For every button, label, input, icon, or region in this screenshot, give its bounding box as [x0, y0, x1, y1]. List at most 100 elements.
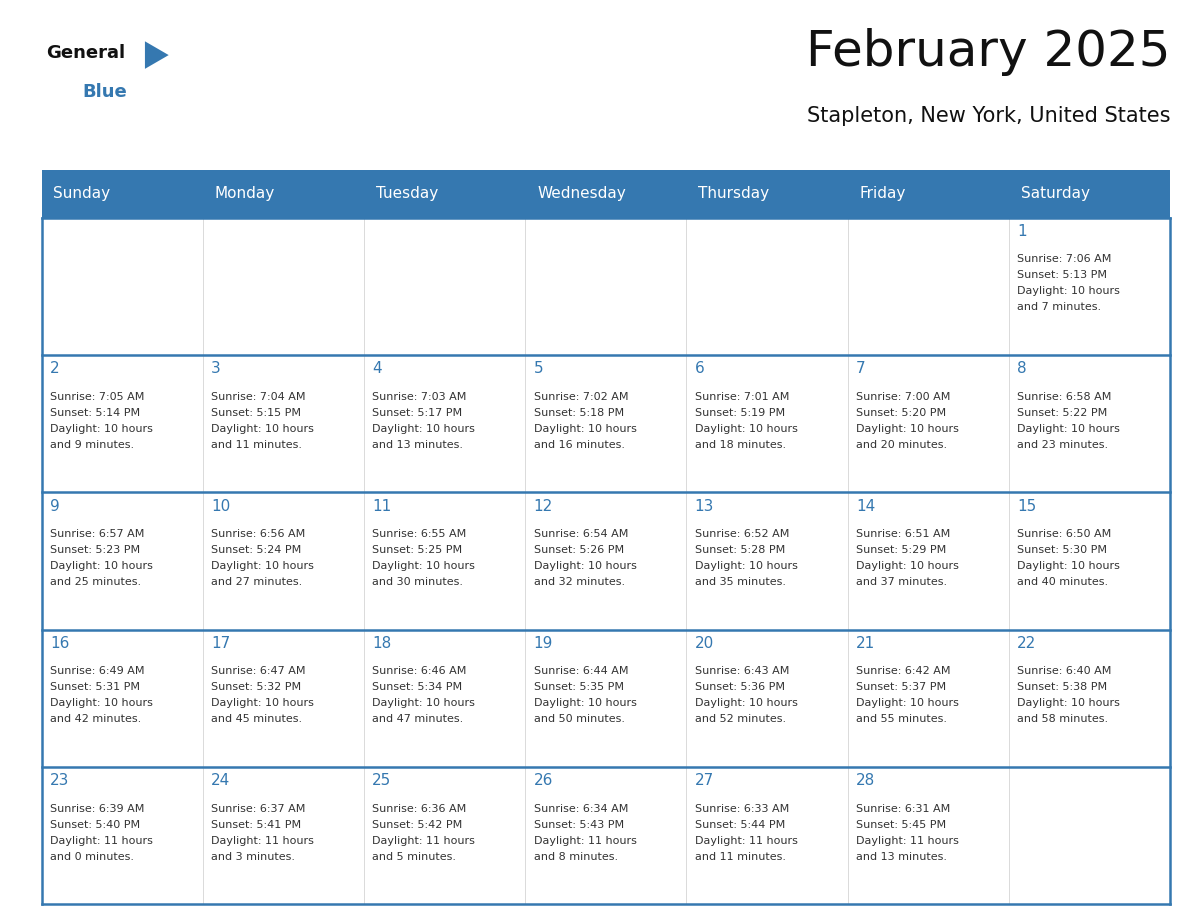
Bar: [364, 355, 525, 492]
Text: 26: 26: [533, 773, 552, 789]
Text: and 7 minutes.: and 7 minutes.: [1017, 303, 1101, 312]
Text: Sunset: 5:28 PM: Sunset: 5:28 PM: [695, 545, 785, 555]
Text: Sunrise: 6:33 AM: Sunrise: 6:33 AM: [695, 803, 789, 813]
Text: 16: 16: [50, 636, 69, 651]
Text: Sunrise: 6:34 AM: Sunrise: 6:34 AM: [533, 803, 628, 813]
Text: General: General: [46, 44, 126, 62]
Text: Sunrise: 6:50 AM: Sunrise: 6:50 AM: [1017, 529, 1112, 539]
Text: 7: 7: [857, 362, 866, 376]
Text: Sunset: 5:31 PM: Sunset: 5:31 PM: [50, 682, 140, 692]
Text: Daylight: 10 hours: Daylight: 10 hours: [1017, 699, 1120, 709]
Text: and 11 minutes.: and 11 minutes.: [695, 852, 785, 862]
Bar: [525, 492, 687, 630]
Text: 15: 15: [1017, 498, 1036, 514]
Bar: [687, 492, 848, 630]
Text: and 20 minutes.: and 20 minutes.: [857, 440, 947, 450]
Text: Sunset: 5:42 PM: Sunset: 5:42 PM: [372, 820, 462, 830]
Text: Sunrise: 7:01 AM: Sunrise: 7:01 AM: [695, 392, 789, 401]
Text: Blue: Blue: [82, 83, 127, 101]
Text: 20: 20: [695, 636, 714, 651]
Bar: [1009, 355, 1170, 492]
Text: 10: 10: [211, 498, 230, 514]
Text: Sunrise: 6:43 AM: Sunrise: 6:43 AM: [695, 666, 789, 677]
Text: Wednesday: Wednesday: [537, 186, 626, 201]
Text: Sunrise: 6:52 AM: Sunrise: 6:52 AM: [695, 529, 789, 539]
Text: and 16 minutes.: and 16 minutes.: [533, 440, 625, 450]
Text: and 23 minutes.: and 23 minutes.: [1017, 440, 1108, 450]
Bar: [848, 355, 1009, 492]
Text: Daylight: 10 hours: Daylight: 10 hours: [1017, 424, 1120, 433]
Text: and 18 minutes.: and 18 minutes.: [695, 440, 786, 450]
Text: Sunset: 5:14 PM: Sunset: 5:14 PM: [50, 408, 140, 418]
Bar: [848, 218, 1009, 355]
Text: Sunrise: 6:56 AM: Sunrise: 6:56 AM: [211, 529, 305, 539]
Text: Friday: Friday: [860, 186, 906, 201]
Bar: [1009, 492, 1170, 630]
Bar: [42, 355, 203, 492]
Text: Sunrise: 6:42 AM: Sunrise: 6:42 AM: [857, 666, 950, 677]
Text: Sunset: 5:44 PM: Sunset: 5:44 PM: [695, 820, 785, 830]
Text: Sunset: 5:35 PM: Sunset: 5:35 PM: [533, 682, 624, 692]
Text: 14: 14: [857, 498, 876, 514]
Text: Daylight: 10 hours: Daylight: 10 hours: [211, 699, 314, 709]
Text: Sunset: 5:38 PM: Sunset: 5:38 PM: [1017, 682, 1107, 692]
Text: and 13 minutes.: and 13 minutes.: [857, 852, 947, 862]
Text: Daylight: 11 hours: Daylight: 11 hours: [50, 835, 153, 845]
Text: Sunset: 5:32 PM: Sunset: 5:32 PM: [211, 682, 302, 692]
Text: Sunset: 5:22 PM: Sunset: 5:22 PM: [1017, 408, 1107, 418]
Text: Sunrise: 6:37 AM: Sunrise: 6:37 AM: [211, 803, 305, 813]
Text: Sunrise: 6:49 AM: Sunrise: 6:49 AM: [50, 666, 145, 677]
Text: Sunrise: 6:36 AM: Sunrise: 6:36 AM: [372, 803, 467, 813]
Text: and 40 minutes.: and 40 minutes.: [1017, 577, 1108, 588]
Text: Sunset: 5:15 PM: Sunset: 5:15 PM: [211, 408, 301, 418]
Text: 12: 12: [533, 498, 552, 514]
Bar: [1009, 767, 1170, 904]
Text: Daylight: 10 hours: Daylight: 10 hours: [857, 424, 959, 433]
Text: Daylight: 11 hours: Daylight: 11 hours: [695, 835, 797, 845]
Text: Sunrise: 6:31 AM: Sunrise: 6:31 AM: [857, 803, 950, 813]
Text: Daylight: 10 hours: Daylight: 10 hours: [372, 699, 475, 709]
Text: 1: 1: [1017, 224, 1026, 239]
Text: Sunset: 5:18 PM: Sunset: 5:18 PM: [533, 408, 624, 418]
Text: Sunrise: 7:03 AM: Sunrise: 7:03 AM: [372, 392, 467, 401]
Text: Sunrise: 7:04 AM: Sunrise: 7:04 AM: [211, 392, 305, 401]
Text: Sunset: 5:45 PM: Sunset: 5:45 PM: [857, 820, 946, 830]
Text: Sunrise: 7:06 AM: Sunrise: 7:06 AM: [1017, 254, 1112, 264]
Text: Sunset: 5:20 PM: Sunset: 5:20 PM: [857, 408, 946, 418]
Text: and 0 minutes.: and 0 minutes.: [50, 852, 134, 862]
Text: Sunset: 5:36 PM: Sunset: 5:36 PM: [695, 682, 785, 692]
Bar: [848, 492, 1009, 630]
Text: Daylight: 10 hours: Daylight: 10 hours: [695, 424, 797, 433]
Text: and 32 minutes.: and 32 minutes.: [533, 577, 625, 588]
Text: 17: 17: [211, 636, 230, 651]
Text: and 27 minutes.: and 27 minutes.: [211, 577, 303, 588]
Text: 19: 19: [533, 636, 552, 651]
Bar: [203, 355, 364, 492]
Text: 6: 6: [695, 362, 704, 376]
Text: 22: 22: [1017, 636, 1036, 651]
Bar: [848, 767, 1009, 904]
Text: Daylight: 10 hours: Daylight: 10 hours: [50, 699, 153, 709]
Text: 24: 24: [211, 773, 230, 789]
Text: and 25 minutes.: and 25 minutes.: [50, 577, 141, 588]
Bar: [364, 492, 525, 630]
Bar: [525, 355, 687, 492]
Text: Sunrise: 6:46 AM: Sunrise: 6:46 AM: [372, 666, 467, 677]
Bar: [687, 630, 848, 767]
Text: and 9 minutes.: and 9 minutes.: [50, 440, 134, 450]
Text: Daylight: 10 hours: Daylight: 10 hours: [50, 561, 153, 571]
Bar: [203, 492, 364, 630]
Bar: [687, 767, 848, 904]
Bar: [1009, 218, 1170, 355]
Text: Sunrise: 7:00 AM: Sunrise: 7:00 AM: [857, 392, 950, 401]
Text: 27: 27: [695, 773, 714, 789]
Text: and 52 minutes.: and 52 minutes.: [695, 714, 786, 724]
Text: Stapleton, New York, United States: Stapleton, New York, United States: [807, 106, 1170, 126]
Bar: [525, 630, 687, 767]
Bar: [42, 630, 203, 767]
Text: and 42 minutes.: and 42 minutes.: [50, 714, 141, 724]
Text: Sunrise: 6:51 AM: Sunrise: 6:51 AM: [857, 529, 950, 539]
Text: and 47 minutes.: and 47 minutes.: [372, 714, 463, 724]
Text: 5: 5: [533, 362, 543, 376]
Text: Daylight: 10 hours: Daylight: 10 hours: [50, 424, 153, 433]
